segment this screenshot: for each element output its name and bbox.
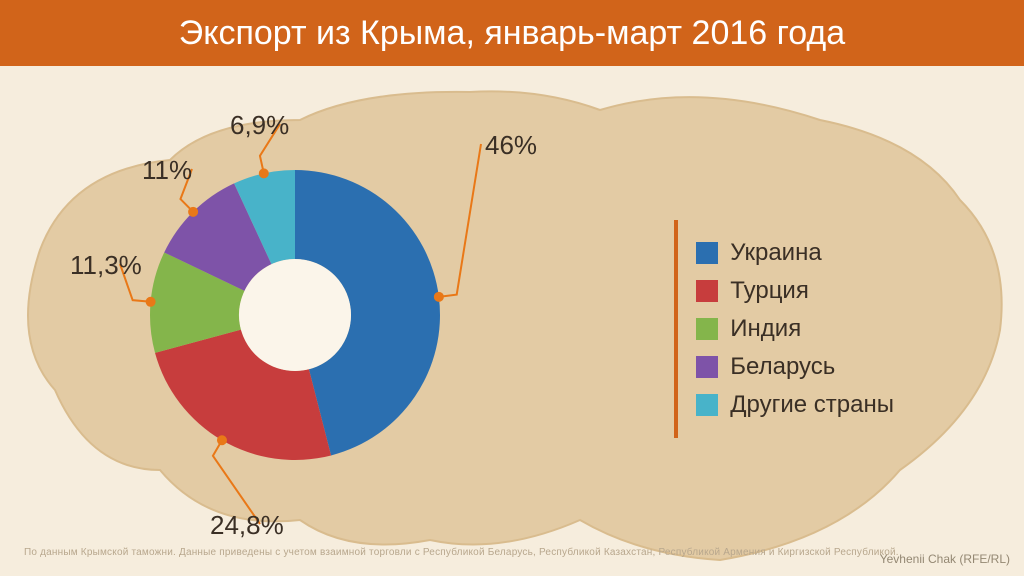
legend-item-india: Индия	[696, 310, 894, 348]
legend-label: Турция	[730, 277, 809, 305]
legend: Украина Турция Индия Беларусь Другие страны	[674, 220, 954, 438]
footnote: По данным Крымской таможни. Данные приве…	[24, 547, 899, 558]
legend-swatch	[696, 318, 718, 340]
legend-label: Беларусь	[730, 353, 835, 381]
legend-label: Другие страны	[730, 391, 894, 419]
legend-swatch	[696, 394, 718, 416]
callout-other: 6,9%	[230, 110, 289, 141]
callout-india: 11,3%	[70, 250, 142, 281]
legend-label: Индия	[730, 315, 801, 343]
credit-text: Yevhenii Chak (RFE/RL)	[880, 552, 1010, 566]
legend-swatch	[696, 356, 718, 378]
legend-item-turkey: Турция	[696, 272, 894, 310]
credit: Yevhenii Chak (RFE/RL)	[880, 552, 1010, 566]
callout-turkey: 24,8%	[210, 510, 284, 541]
legend-item-ukraine: Украина	[696, 234, 894, 272]
infographic-stage: Экспорт из Крыма, январь-март 2016 года …	[0, 0, 1024, 576]
callout-belarus: 11%	[142, 155, 192, 186]
legend-item-other: Другие страны	[696, 386, 894, 424]
legend-swatch	[696, 280, 718, 302]
legend-label: Украина	[730, 239, 821, 267]
footnote-text: По данным Крымской таможни. Данные приве…	[24, 547, 899, 558]
legend-item-belarus: Беларусь	[696, 348, 894, 386]
callout-ukraine: 46%	[485, 130, 537, 161]
legend-swatch	[696, 242, 718, 264]
